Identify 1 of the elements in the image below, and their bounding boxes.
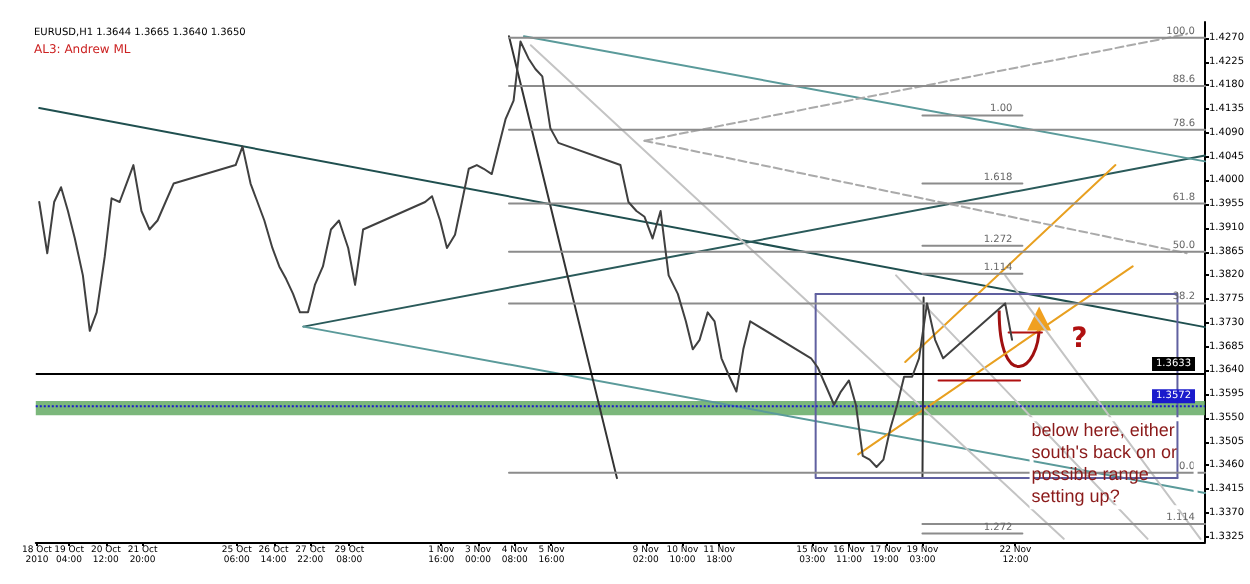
annotation: ? (1071, 322, 1088, 355)
